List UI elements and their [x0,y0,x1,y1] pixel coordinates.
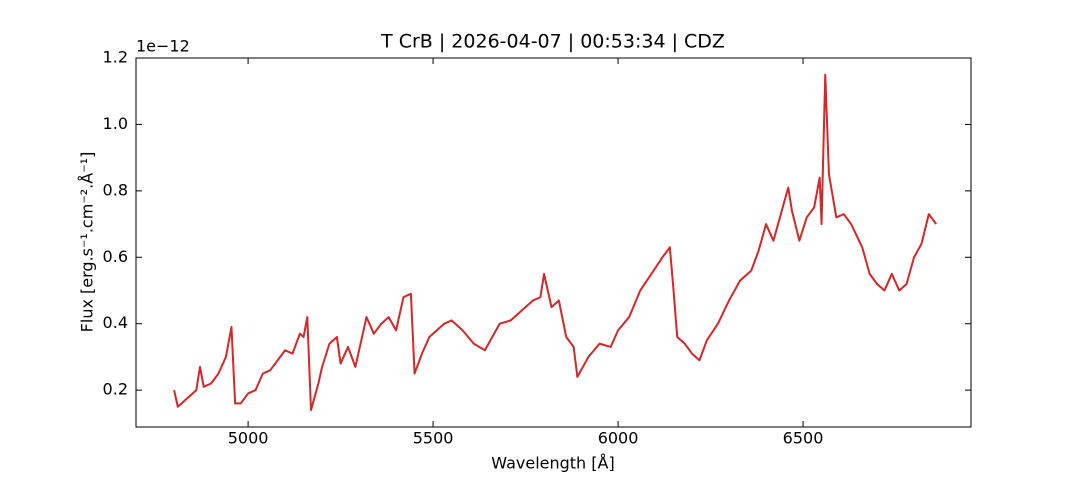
y-tick-label: 0.2 [103,380,128,399]
y-tick-label: 1.2 [103,48,128,67]
y-axis-label: Flux [erg.s⁻¹.cm⁻².Å⁻¹] [78,152,97,333]
x-tick-label: 5000 [228,429,269,448]
x-axis-label: Wavelength [Å] [491,454,614,473]
spectrum-line [173,73,938,412]
y-tick-label: 0.4 [103,313,128,332]
plot-frame [135,57,972,428]
x-tick-label: 5500 [413,429,454,448]
y-tick-label: 0.6 [103,247,128,266]
x-tick-label: 6000 [598,429,639,448]
y-offset-label: 1e−12 [136,37,190,56]
x-tick-label: 6500 [783,429,824,448]
y-tick-label: 1.0 [103,114,128,133]
y-tick-label: 0.8 [103,180,128,199]
chart-title: T CrB | 2026-04-07 | 00:53:34 | CDZ [380,31,725,53]
